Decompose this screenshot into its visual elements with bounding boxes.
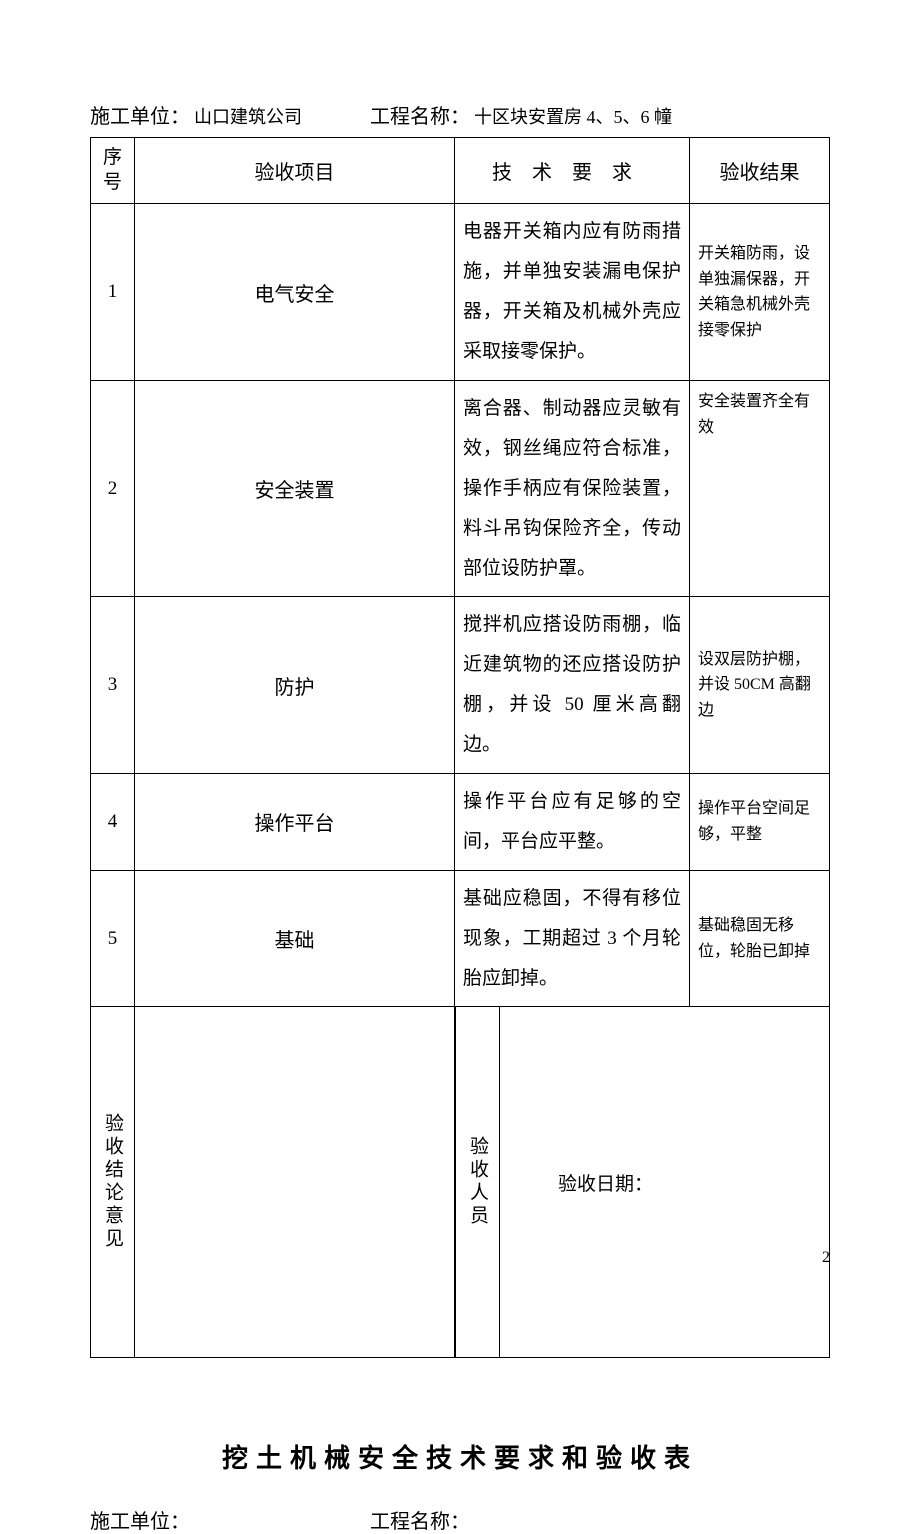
header-row-2: 施工单位： 工程名称： (90, 1505, 830, 1534)
conclusion-label: 验收结论意见 (99, 1113, 126, 1251)
cell-result: 安全装置齐全有效 (690, 380, 830, 596)
construction-label-2: 施工单位： (90, 1511, 190, 1533)
project-name-2: 工程名称： (370, 1505, 830, 1534)
personnel-label-cell: 验收人员 (456, 1007, 500, 1357)
cell-item: 基础 (135, 870, 455, 1007)
construction-unit-2: 施工单位： (90, 1505, 370, 1534)
cell-req: 基础应稳固，不得有移位现象，工期超过 3 个月轮胎应卸掉。 (455, 870, 690, 1007)
personnel-content: 验收日期： (500, 1007, 830, 1357)
cell-req: 操作平台应有足够的空间，平台应平整。 (455, 773, 690, 870)
table-row: 5 基础 基础应稳固，不得有移位现象，工期超过 3 个月轮胎应卸掉。 基础稳固无… (91, 870, 830, 1007)
table-header-row: 序号 验收项目 技术要求 验收结果 (91, 138, 830, 204)
cell-req: 电器开关箱内应有防雨措施，并单独安装漏电保护器，开关箱及机械外壳应采取接零保护。 (455, 204, 690, 381)
cell-num: 1 (91, 204, 135, 381)
conclusion-label-cell: 验收结论意见 (91, 1007, 135, 1358)
table-row: 4 操作平台 操作平台应有足够的空间，平台应平整。 操作平台空间足够，平整 (91, 773, 830, 870)
construction-unit: 施工单位：山口建筑公司 (90, 100, 370, 129)
cell-num: 3 (91, 597, 135, 774)
table-row: 3 防护 搅拌机应搭设防雨棚，临近建筑物的还应搭设防护棚，并设 50 厘米高翻边… (91, 597, 830, 774)
personnel-label: 验收人员 (464, 1136, 491, 1228)
cell-req: 离合器、制动器应灵敏有效，钢丝绳应符合标准，操作手柄应有保险装置，料斗吊钩保险齐… (455, 380, 690, 596)
inspection-table: 序号 验收项目 技术要求 验收结果 1 电气安全 电器开关箱内应有防雨措施，并单… (90, 137, 830, 1358)
table-row: 1 电气安全 电器开关箱内应有防雨措施，并单独安装漏电保护器，开关箱及机械外壳应… (91, 204, 830, 381)
th-item: 验收项目 (135, 138, 455, 204)
page-number: 2 (822, 1249, 830, 1267)
cell-item: 电气安全 (135, 204, 455, 381)
th-result: 验收结果 (690, 138, 830, 204)
th-req: 技术要求 (455, 138, 690, 204)
table-row: 2 安全装置 离合器、制动器应灵敏有效，钢丝绳应符合标准，操作手柄应有保险装置，… (91, 380, 830, 596)
project-name: 工程名称：十区块安置房 4、5、6 幢 (370, 100, 830, 129)
cell-result: 操作平台空间足够，平整 (690, 773, 830, 870)
cell-num: 4 (91, 773, 135, 870)
inspection-date-label: 验收日期： (508, 1169, 821, 1196)
cell-item: 防护 (135, 597, 455, 774)
header-row-1: 施工单位：山口建筑公司 工程名称：十区块安置房 4、5、6 幢 (90, 100, 830, 129)
cell-item: 安全装置 (135, 380, 455, 596)
project-value: 十区块安置房 4、5、6 幢 (474, 105, 672, 127)
cell-result: 基础稳固无移位，轮胎已卸掉 (690, 870, 830, 1007)
project-label: 工程名称： (370, 106, 470, 128)
personnel-wrapper: 验收人员 验收日期： (455, 1007, 830, 1358)
construction-value: 山口建筑公司 (194, 105, 302, 127)
cell-req: 搅拌机应搭设防雨棚，临近建筑物的还应搭设防护棚，并设 50 厘米高翻边。 (455, 597, 690, 774)
cell-item: 操作平台 (135, 773, 455, 870)
section-2-title: 挖土机械安全技术要求和验收表 (90, 1438, 830, 1475)
cell-num: 2 (91, 380, 135, 596)
cell-result: 开关箱防雨，设单独漏保器，开关箱急机械外壳接零保护 (690, 204, 830, 381)
conclusion-row: 验收结论意见 验收人员 验收日期： (91, 1007, 830, 1358)
construction-label: 施工单位： (90, 106, 190, 128)
cell-result: 设双层防护棚，并设 50CM 高翻边 (690, 597, 830, 774)
th-num: 序号 (91, 138, 135, 204)
personnel-inner-table: 验收人员 验收日期： (455, 1007, 829, 1357)
cell-num: 5 (91, 870, 135, 1007)
conclusion-content (135, 1007, 455, 1358)
project-label-2: 工程名称： (370, 1511, 470, 1533)
